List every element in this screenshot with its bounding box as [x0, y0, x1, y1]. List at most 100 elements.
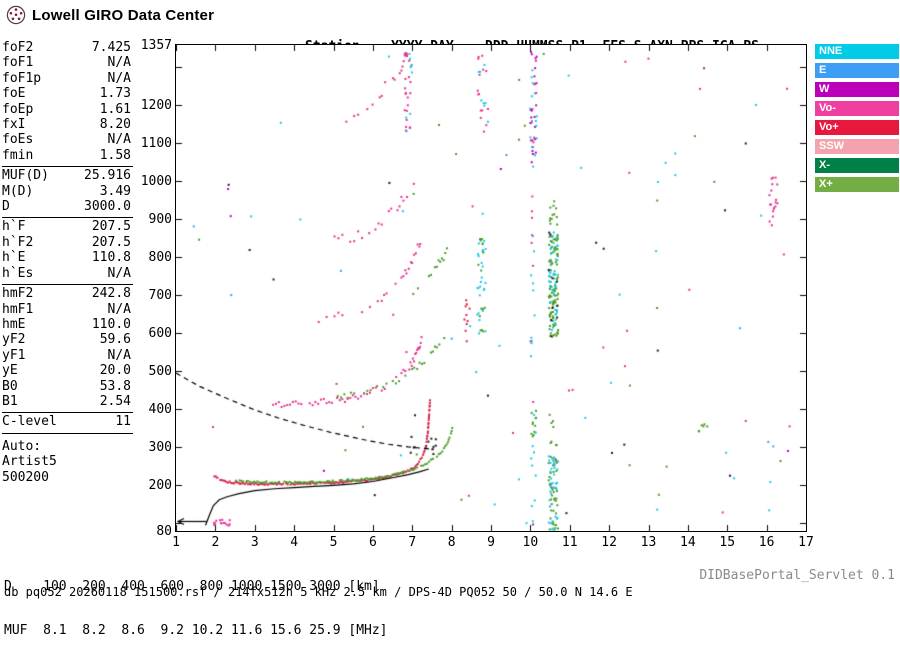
readout-label: foF1p [2, 70, 42, 86]
y-tick-label: 1200 [140, 97, 172, 113]
readout-label: foEs [2, 132, 34, 148]
readout-value: 53.8 [99, 378, 131, 394]
y-tick-label: 800 [148, 249, 172, 265]
x-tick-label: 1 [172, 535, 180, 550]
readout-value: 1.58 [99, 147, 131, 163]
readout-group: MUF(D) 25.916 M(D) 3.49 D 3000.0 [2, 167, 133, 219]
x-tick-label: 10 [522, 535, 539, 550]
auto-block-line: Auto: [2, 438, 42, 454]
muf-table: D 100 200 400 600 800 1000 1500 3000 [km… [4, 551, 388, 653]
giro-logo-link[interactable]: Lowell GIRO Data Center [6, 5, 214, 25]
y-tick-label: 1100 [140, 135, 172, 151]
y-tick-label: 500 [148, 364, 172, 380]
ionogram-plot [175, 44, 807, 532]
app-title: Lowell GIRO Data Center [32, 6, 215, 24]
x-tick-label: 6 [368, 535, 377, 550]
readout-label: hmF2 [2, 286, 34, 302]
readout-value: 242.8 [91, 286, 131, 302]
readout-label: yF2 [2, 332, 26, 348]
y-tick-label: 80 [156, 524, 172, 539]
readout-value: 110.8 [91, 250, 131, 266]
readout-row: foF1 N/A [2, 55, 133, 70]
readout-value: N/A [107, 301, 131, 317]
readout-label: M(D) [2, 183, 34, 199]
readout-value: 20.0 [99, 363, 131, 379]
readout-value: 207.5 [91, 234, 131, 250]
readout-label: hmE [2, 316, 26, 332]
x-tick-label: 9 [487, 535, 495, 550]
muf-table-muf-row: MUF 8.1 8.2 8.6 9.2 10.2 11.6 15.6 25.9 … [4, 622, 388, 638]
readout-label: hmF1 [2, 301, 34, 317]
readout-row: yF1 N/A [2, 348, 133, 363]
readout-label: fxI [2, 117, 26, 133]
readout-label: h`Es [2, 265, 34, 281]
readout-row: foF2 7.425 [2, 40, 133, 55]
legend-item-x+: X+ [815, 177, 899, 192]
readout-value: 1.61 [99, 101, 131, 117]
readout-label: yE [2, 363, 18, 379]
readout-row: h`Es N/A [2, 266, 133, 281]
y-tick-label: 600 [148, 326, 172, 342]
legend-item-ssw: SSW [815, 139, 899, 154]
readout-row: foEp 1.61 [2, 102, 133, 117]
readout-label: C-level [2, 414, 57, 430]
readout-label: foF1 [2, 55, 34, 71]
auto-block: Auto: Artist5 500200 [2, 434, 133, 485]
legend-item-w: W [815, 82, 899, 97]
readout-label: foF2 [2, 40, 34, 55]
readout-value: N/A [107, 265, 131, 281]
readout-label: foE [2, 86, 26, 102]
readout-row: fxI 8.20 [2, 117, 133, 132]
x-tick-label: 3 [250, 535, 259, 550]
readout-row: hmF1 N/A [2, 302, 133, 317]
readout-row: yE 20.0 [2, 363, 133, 378]
readout-row: foF1p N/A [2, 71, 133, 86]
readout-row: D 3000.0 [2, 199, 133, 214]
readout-row: B1 2.54 [2, 394, 133, 409]
readout-row: fmin 1.58 [2, 148, 133, 163]
y-tick-label: 400 [148, 402, 172, 418]
y-tick-label: 700 [148, 288, 172, 304]
y-tick-label: 1357 [140, 38, 172, 53]
readout-value: N/A [107, 70, 131, 86]
readout-group: h`F 207.5 h`F2 207.5 h`E 110.8 h`Es N/A [2, 218, 133, 286]
readout-label: fmin [2, 147, 34, 163]
readout-row: C-level 11 [2, 414, 133, 429]
readout-row: hmE 110.0 [2, 317, 133, 332]
readout-group: foF2 7.425 foF1 N/A foF1p N/A foE 1.73 foEp 1.61 f… [2, 39, 133, 168]
x-tick-label: 5 [329, 535, 338, 550]
giro-logo-icon [6, 5, 26, 25]
readout-row: h`E 110.8 [2, 250, 133, 265]
y-tick-label: 1000 [140, 173, 172, 189]
auto-block-line: Artist5 [2, 454, 57, 470]
x-tick-label: 12 [601, 535, 617, 550]
readout-group: hmF2 242.8 hmF1 N/A hmE 110.0 yF2 59.6 yF1 N/A yE 2… [2, 285, 133, 414]
readout-label: MUF(D) [2, 168, 49, 184]
readout-value: 110.0 [91, 316, 131, 332]
file-info: db pq052 20260118 151500.rsf / 214fx512h… [4, 585, 633, 599]
legend-item-e: E [815, 63, 899, 78]
readout-row: B0 53.8 [2, 379, 133, 394]
x-tick-label: 16 [758, 535, 775, 550]
legend-item-vo+: Vo+ [815, 120, 899, 135]
readout-value: 11 [115, 414, 131, 430]
readout-value: N/A [107, 132, 131, 148]
x-tick-label: 17 [798, 535, 814, 550]
x-tick-label: 4 [290, 535, 299, 550]
readout-row: yF2 59.6 [2, 332, 133, 347]
readout-value: 8.20 [99, 117, 131, 133]
ionogram-canvas [176, 45, 806, 531]
readout-panel: foF2 7.425 foF1 N/A foF1p N/A foE 1.73 foEp 1.61 f… [2, 39, 133, 485]
readout-value: 2.54 [99, 393, 131, 409]
readout-row: foE 1.73 [2, 86, 133, 101]
readout-value: 59.6 [99, 332, 131, 348]
muf-table-d-row: D 100 200 400 600 800 1000 1500 3000 [km… [4, 579, 380, 594]
readout-row: h`F 207.5 [2, 219, 133, 234]
readout-label: foEp [2, 101, 34, 117]
readout-label: yF1 [2, 347, 26, 363]
x-tick-label: 7 [408, 535, 417, 550]
readout-row: MUF(D) 25.916 [2, 168, 133, 183]
legend: NNE E W Vo- Vo+ SSW X- X+ [815, 44, 899, 196]
readout-value: 25.916 [84, 168, 131, 184]
readout-value: 7.425 [91, 40, 131, 55]
